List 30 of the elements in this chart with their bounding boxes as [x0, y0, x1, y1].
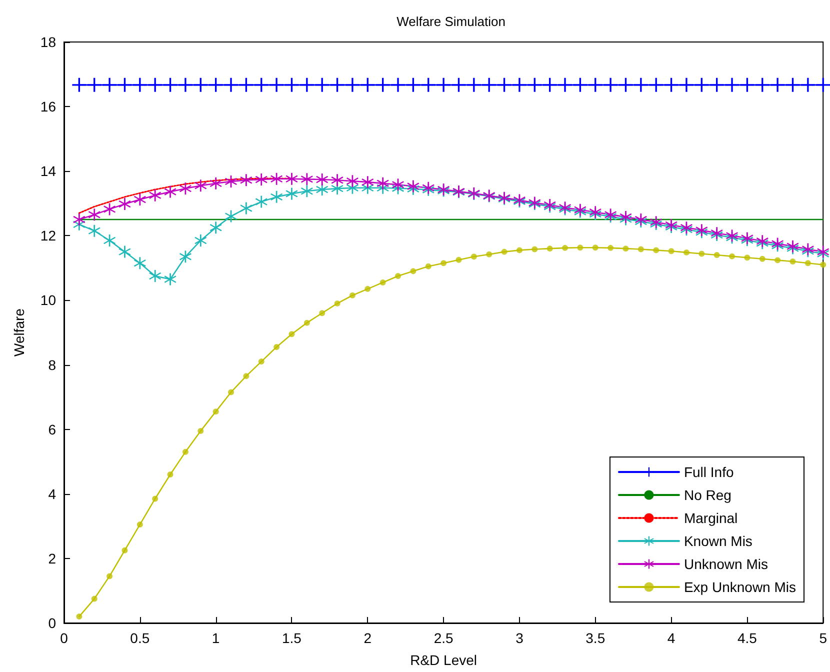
y-tick-label: 18	[40, 34, 56, 50]
y-tick-label: 16	[40, 98, 56, 115]
y-tick-label: 12	[40, 228, 56, 244]
x-tick-label: 3	[516, 630, 524, 646]
legend-label: Known Mis	[684, 533, 752, 549]
legend-label: Full Info	[684, 464, 734, 480]
y-tick-label: 6	[48, 421, 56, 438]
legend-label: Unknown Mis	[684, 556, 768, 572]
chart-title: Welfare Simulation	[396, 14, 506, 29]
x-tick-label: 2	[364, 630, 372, 646]
x-tick-label: 2.5	[434, 630, 454, 646]
x-axis-title: R&D Level	[410, 652, 478, 668]
y-tick-label: 14	[40, 163, 56, 180]
legend-label: Marginal	[684, 510, 738, 526]
x-tick-label: 4	[667, 630, 676, 646]
y-tick-label: 0	[48, 615, 56, 631]
legend-label: Exp Unknown Mis	[684, 579, 796, 595]
x-tick-label: 3.5	[586, 630, 606, 646]
x-tick-label: 1.5	[282, 630, 302, 646]
x-tick-label: 5	[819, 630, 828, 646]
legend-label: No Reg	[684, 487, 732, 503]
y-tick-label: 4	[48, 486, 56, 502]
x-tick-label: 0.5	[130, 630, 150, 646]
x-tick-label: 1	[212, 630, 220, 646]
x-tick-label: 4.5	[737, 630, 758, 646]
y-tick-label: 8	[48, 356, 56, 373]
x-tick-label: 0	[60, 630, 68, 646]
y-tick-label: 10	[40, 292, 56, 308]
y-tick-label: 2	[48, 550, 56, 566]
y-axis-title: Welfare	[11, 308, 27, 356]
